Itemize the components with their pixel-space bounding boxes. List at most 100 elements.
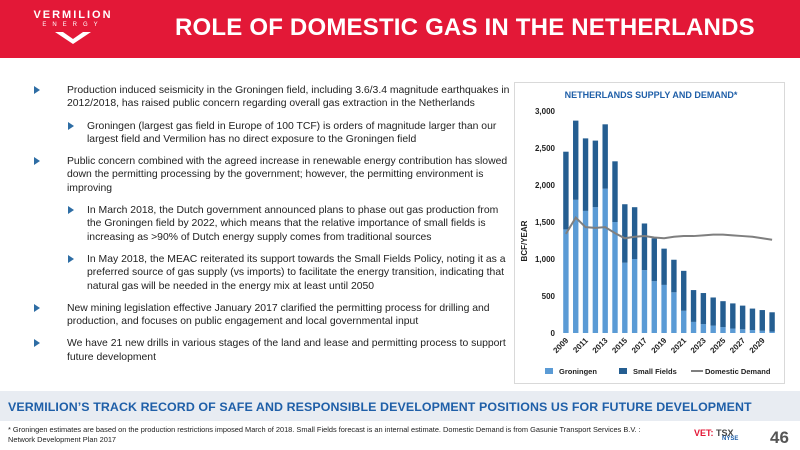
legend-label: Small Fields	[633, 367, 677, 376]
y-axis-label: BCF/YEAR	[520, 220, 529, 261]
legend-label: Groningen	[559, 367, 597, 376]
bar-groningen	[700, 324, 707, 333]
x-tick-label: 2027	[728, 336, 747, 355]
bar-small-fields	[749, 308, 756, 331]
ticker-tsx: TSX	[716, 428, 734, 438]
bullet-arrow-icon	[34, 86, 40, 94]
bar-groningen	[622, 262, 628, 333]
bar-groningen	[661, 284, 667, 333]
bar-groningen	[720, 327, 726, 333]
y-tick-label: 500	[542, 292, 556, 301]
bullet-arrow-icon	[34, 303, 40, 312]
x-tick-label: 2019	[650, 336, 669, 355]
x-tick-label: 2013	[591, 336, 610, 355]
bullet-item: Public concern combined with the agreed …	[30, 155, 510, 195]
bar-small-fields	[563, 151, 569, 230]
bar-groningen	[749, 330, 756, 333]
x-tick-label: 2021	[669, 336, 688, 355]
company-logo: VERMILION ENERGY	[14, 8, 132, 50]
bar-groningen	[563, 229, 569, 333]
x-tick-label: 2017	[630, 336, 649, 355]
chart-canvas: NETHERLANDS SUPPLY AND DEMAND* BCF/YEAR …	[520, 90, 775, 376]
y-tick-label: 3,000	[535, 107, 556, 116]
y-tick-label: 2,000	[535, 181, 556, 190]
legend-label: Domestic Demand	[705, 367, 771, 376]
bar-groningen	[631, 259, 638, 333]
bullet-arrow-icon	[68, 121, 74, 130]
bar-groningen	[651, 281, 657, 333]
bar-groningen	[573, 199, 579, 333]
bullet-item: Production induced seismicity in the Gro…	[30, 84, 510, 111]
bar-groningen	[759, 330, 765, 333]
bar-small-fields	[602, 124, 608, 189]
sub-bullet-item: In March 2018, the Dutch government anno…	[30, 204, 510, 244]
bullet-arrow-icon	[68, 206, 74, 215]
bar-small-fields	[700, 293, 707, 325]
sub-bullet-item: Groningen (largest gas field in Europe o…	[30, 120, 510, 147]
bar-groningen	[641, 270, 648, 333]
x-tick-label: 2011	[571, 336, 590, 355]
bar-groningen	[612, 222, 618, 333]
bar-small-fields	[592, 140, 599, 208]
bar-groningen	[592, 207, 599, 333]
bullet-text: New mining legislation effective January…	[67, 302, 490, 328]
bullet-text: Production induced seismicity in the Gro…	[67, 85, 510, 110]
bar-small-fields	[739, 305, 746, 330]
chart-title: NETHERLANDS SUPPLY AND DEMAND*	[565, 90, 738, 100]
bar-groningen	[690, 321, 697, 333]
bar-small-fields	[573, 120, 579, 200]
bar-groningen	[671, 292, 677, 333]
bar-small-fields	[622, 204, 628, 263]
x-tick-label: 2029	[748, 336, 767, 355]
bar-groningen	[769, 331, 775, 333]
x-tick-label: 2015	[610, 336, 629, 355]
ticker-vet: VET:	[694, 428, 714, 438]
bar-small-fields	[759, 310, 765, 331]
bullet-text: In March 2018, the Dutch government anno…	[87, 205, 499, 243]
bar-small-fields	[661, 248, 667, 285]
header-bar: VERMILION ENERGY ROLE OF DOMESTIC GAS IN…	[0, 0, 800, 58]
footnote: * Groningen estimates are based on the p…	[8, 425, 641, 444]
bar-groningen	[602, 188, 608, 333]
stock-ticker: VET: TSX NYSE	[694, 428, 738, 442]
bar-small-fields	[641, 223, 648, 271]
bar-small-fields	[651, 238, 657, 282]
demand-line-series	[565, 215, 773, 241]
page-number: 46	[770, 428, 789, 447]
bar-small-fields	[710, 297, 716, 326]
x-tick-label: 2025	[708, 336, 727, 355]
logo-name: VERMILION	[33, 9, 113, 21]
logo-sub: ENERGY	[42, 22, 104, 28]
logo-mark-icon	[55, 32, 91, 44]
bullet-item: New mining legislation effective January…	[30, 302, 510, 329]
bullet-arrow-icon	[34, 339, 40, 348]
bullet-item: We have 21 new drills in various stages …	[30, 337, 510, 364]
x-tick-label: 2009	[551, 336, 570, 355]
bullet-arrow-icon	[34, 157, 40, 166]
bar-small-fields	[720, 301, 726, 328]
bullet-text: In May 2018, the MEAC reiterated its sup…	[87, 253, 506, 292]
y-tick-label: 0	[551, 329, 556, 338]
supply-demand-chart: NETHERLANDS SUPPLY AND DEMAND* BCF/YEAR …	[514, 82, 785, 384]
bar-small-fields	[730, 303, 736, 329]
y-tick-label: 1,500	[535, 218, 556, 227]
legend-swatch	[619, 368, 627, 374]
bar-small-fields	[582, 138, 589, 211]
bar-groningen	[710, 325, 716, 333]
y-tick-label: 1,000	[535, 255, 556, 264]
sub-bullet-item: In May 2018, the MEAC reiterated its sup…	[30, 253, 510, 293]
bar-groningen	[730, 328, 736, 333]
bar-groningen	[739, 329, 746, 333]
bar-small-fields	[671, 259, 677, 293]
bar-small-fields	[690, 290, 697, 322]
bullet-text: Public concern combined with the agreed …	[67, 156, 508, 194]
ticker-nyse: NYSE	[722, 436, 739, 442]
bar-small-fields	[631, 207, 638, 259]
x-tick-label: 2023	[689, 336, 708, 355]
y-tick-label: 2,500	[535, 144, 556, 153]
bullet-arrow-icon	[68, 254, 74, 263]
bullet-text: Groningen (largest gas field in Europe o…	[87, 120, 497, 145]
bar-small-fields	[681, 270, 687, 311]
page-title: ROLE OF DOMESTIC GAS IN THE NETHERLANDS	[175, 14, 755, 41]
bar-small-fields	[612, 161, 618, 222]
